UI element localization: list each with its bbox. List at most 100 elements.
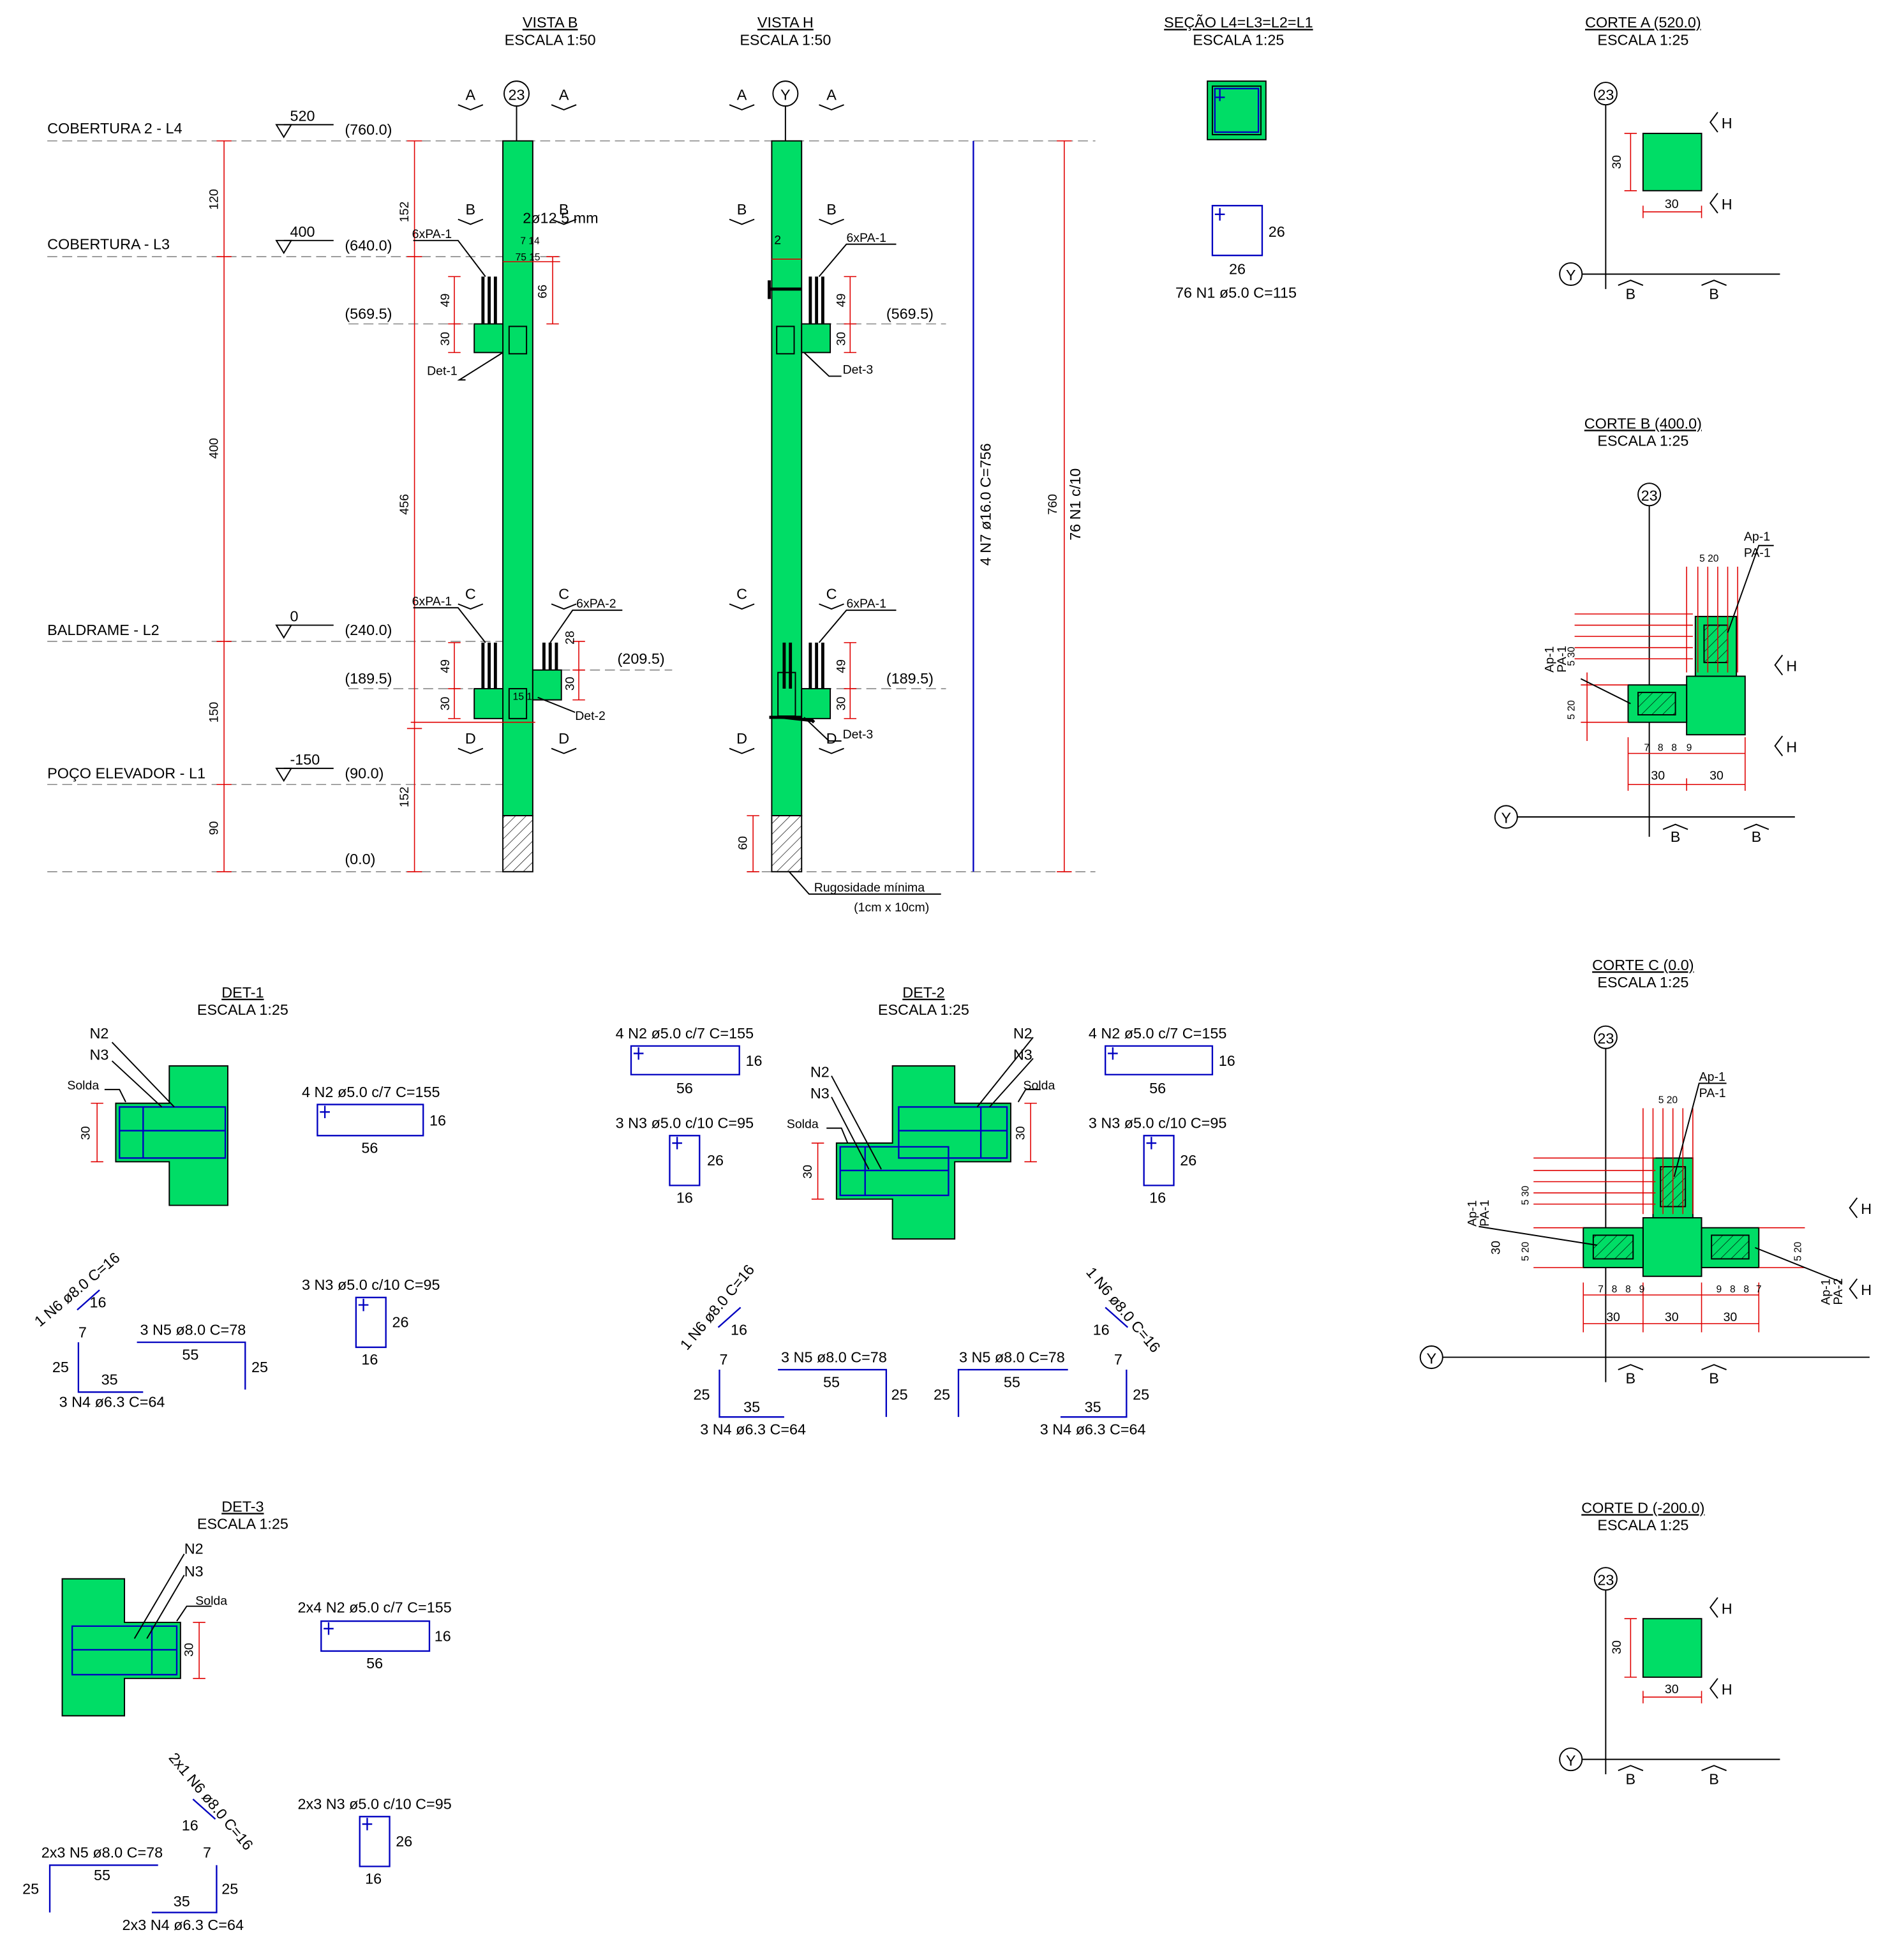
drawing-line [317,1103,424,1137]
elevation: (209.5) [618,650,665,667]
group-label: 6xPA-1 [846,597,886,611]
level-elevation: (240.0) [345,622,392,638]
dim: 152 [398,786,412,807]
drawing-line [1709,112,1718,214]
view-scale: ESCALA 1:25 [197,1516,288,1532]
view-title: VISTA B [523,14,578,31]
member-outline [508,688,528,719]
bar-label: 2x3 N3 ø5.0 c/10 C=95 [298,1796,452,1813]
dim: 25 [1133,1386,1149,1403]
drawing-line [839,1106,1008,1197]
cut-label: C [736,586,747,602]
level-value: 0 [290,608,299,625]
spacing: 7 [1644,743,1650,754]
dim: 26 [396,1833,412,1850]
member-outline [1642,1618,1702,1678]
member-outline [508,325,528,355]
bar-label: 1 N6 ø8.0 C=16 [31,1249,123,1329]
cut-label: A [559,86,569,103]
dim: 55 [823,1373,840,1390]
dim: 30 [1651,768,1665,782]
dim: 56 [366,1655,383,1672]
bar-label: 3 N4 ø6.3 C=64 [700,1421,806,1437]
drawing-line [410,641,585,723]
level-value: 520 [290,108,315,124]
bar-label: 3 N3 ø5.0 c/10 C=95 [302,1276,440,1293]
note: Rugosidade mínima [814,881,925,895]
dim: 5 30 [1520,1185,1531,1205]
dim: 16 [745,1052,762,1069]
bar-label: 76 N1 c/10 [1067,468,1084,541]
member-outline [1207,80,1267,140]
spacing: 8 [1612,1284,1618,1295]
detail-label: Det-2 [575,709,606,723]
view-title: CORTE D (-200.0) [1581,1499,1704,1516]
drawing-line [1709,1597,1718,1699]
spacing: 7 [1756,1284,1762,1295]
dim: 49 [834,659,848,673]
drawing-line [481,642,558,689]
dim: 35 [1085,1398,1101,1415]
dim: 16 [361,1351,378,1368]
view-marker: H [1722,115,1732,131]
bar-label: 4 N2 ø5.0 c/7 C=155 [1089,1025,1227,1042]
dim: 30 [1665,197,1679,211]
note: (1cm x 10cm) [854,901,929,915]
dim: 30 [1013,1126,1027,1140]
view-marker: H [1861,1282,1872,1298]
drawing-line [133,1553,212,1639]
cut-label: B [559,201,569,218]
level-dim: 150 [207,702,221,723]
axis-label: 23 [1597,1572,1614,1589]
view-title: CORTE C (0.0) [1592,957,1694,973]
vista-h: VISTA H ESCALA 1:50 Y A A B B C C D D 49… [729,14,1084,915]
member-outline [502,815,533,872]
drawing-line [48,1864,158,1913]
spacing: 8 [1730,1284,1736,1295]
member-outline [771,140,803,816]
det-3: DET-3 ESCALA 1:25 N2 N3 Solda 30 2x4 N2 … [22,1498,452,1933]
label: Ap-1 [1465,1201,1479,1227]
label: PA-1 [1744,546,1771,560]
dim: 56 [676,1080,693,1096]
bar-label: 3 N5 ø8.0 C=78 [959,1349,1065,1365]
view-title: VISTA H [757,14,814,31]
elevation: (569.5) [345,306,392,322]
bar-label: 2x1 N6 ø8.0 C=16 [166,1749,257,1853]
dim: 55 [94,1867,110,1883]
view-scale: ESCALA 1:25 [878,1001,969,1018]
view-title: DET-3 [221,1498,264,1515]
drawing-line [359,1816,391,1867]
label: Solda [1023,1079,1055,1093]
spacing: 9 [1639,1284,1645,1295]
drawing-line [1574,566,1746,791]
member-outline [1211,85,1262,135]
dim: 30 [438,332,452,346]
view-scale: ESCALA 1:25 [1597,433,1688,449]
elevation: (189.5) [345,670,392,687]
drawing-line [458,104,577,754]
drawing-line [216,140,232,872]
drawing-line [1143,1135,1175,1186]
cut-label: D [826,730,837,747]
small-dim: 7 14 [520,236,540,247]
elevation: (189.5) [886,670,934,687]
drawing-line [104,1042,175,1108]
member-outline [801,688,831,719]
drawing-line [275,124,293,782]
bar-label: 4 N7 ø16.0 C=756 [978,443,994,565]
dim: 30 [1724,1310,1738,1324]
dim: 25 [52,1359,69,1375]
cut-label: A [737,86,747,103]
member-outline [777,671,796,717]
dim: 26 [707,1152,724,1169]
bar-label: 1 N6 ø8.0 C=16 [677,1261,757,1353]
drawing-line [1618,280,1727,286]
dim: 56 [361,1140,378,1156]
drawing-line [957,1368,1068,1418]
drawing-line [91,1102,103,1163]
dim: 49 [834,294,848,308]
level-value: -150 [290,751,320,768]
dim: 35 [101,1371,118,1388]
view-scale: ESCALA 1:50 [505,32,596,49]
